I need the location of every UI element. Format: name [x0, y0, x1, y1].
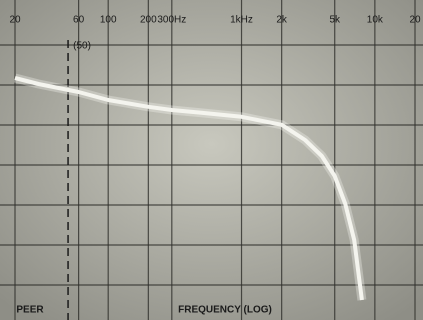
- x-tick-label: 10k: [367, 15, 384, 26]
- annotation: PEER: [16, 305, 44, 316]
- x-tick-label: 20: [9, 15, 21, 26]
- x-tick-label: 100: [100, 15, 117, 26]
- x-tick-label: 20: [409, 15, 421, 26]
- annotation: (50): [73, 41, 91, 52]
- x-tick-label: 300Hz: [157, 15, 186, 26]
- x-tick-label: 60: [73, 15, 85, 26]
- trace: [14, 76, 364, 301]
- x-axis-label: FREQUENCY (LOG): [178, 305, 272, 316]
- x-tick-label: 200: [140, 15, 157, 26]
- x-tick-label: 5k: [329, 15, 341, 26]
- x-tick-label: 2k: [276, 15, 288, 26]
- x-tick-label: 1kHz: [230, 15, 253, 26]
